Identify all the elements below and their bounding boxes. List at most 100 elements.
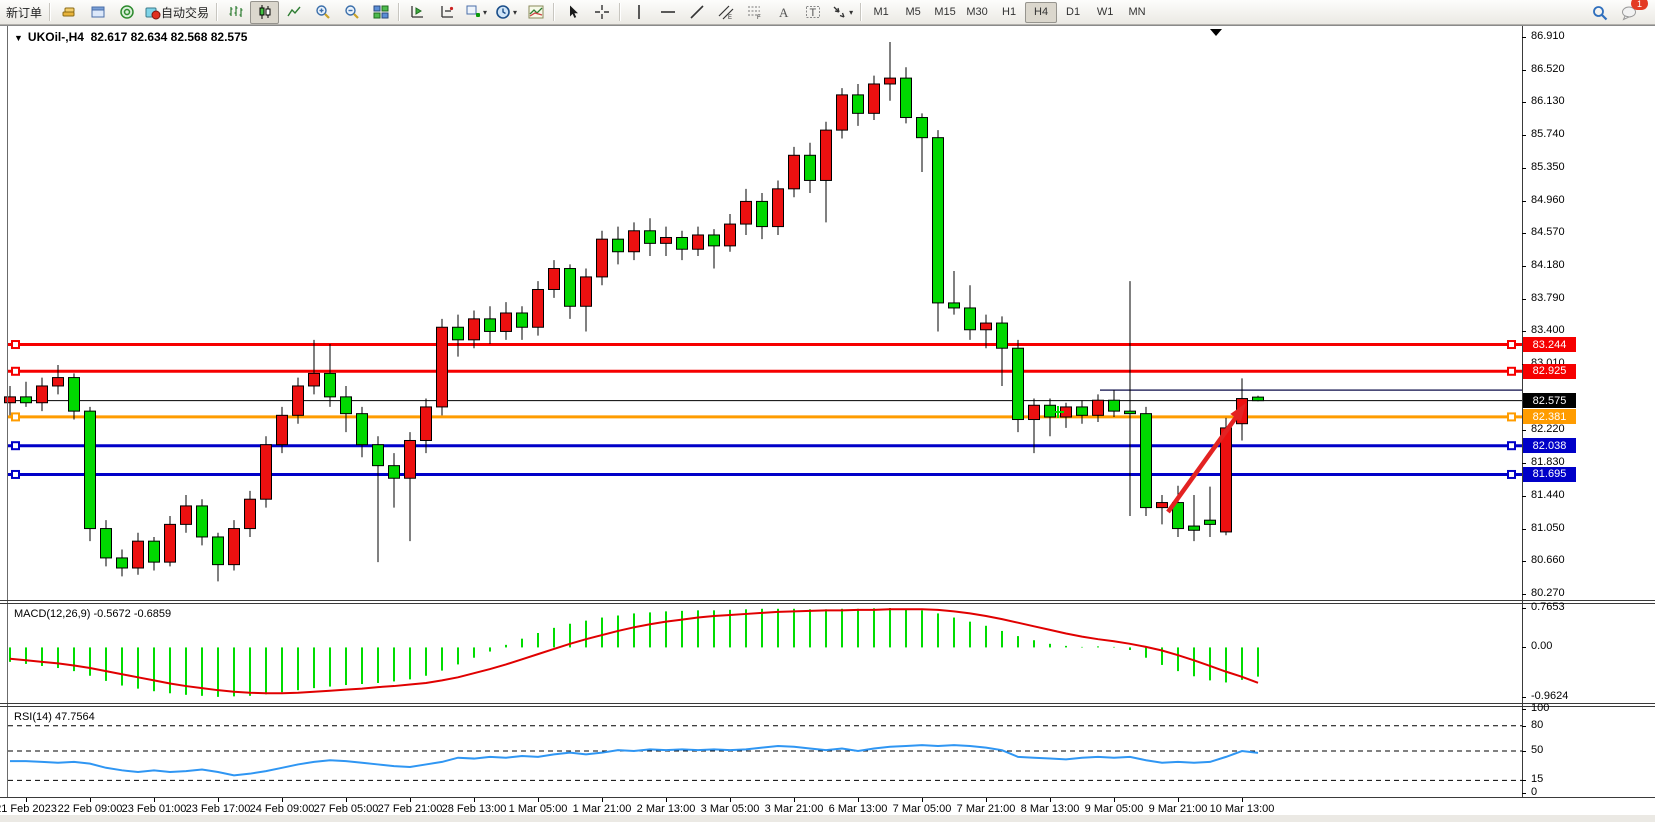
- time-tick: [730, 798, 731, 802]
- timeframe-button-m15[interactable]: M15: [934, 6, 956, 18]
- bar-chart-icon: [229, 6, 243, 17]
- time-tick: [346, 798, 347, 802]
- arrows-tool-button[interactable]: ▾: [827, 1, 857, 24]
- clock-icon: [496, 5, 510, 19]
- timeframe-button-m30[interactable]: M30: [966, 6, 988, 18]
- collapse-triangle-icon[interactable]: ▼: [14, 33, 23, 43]
- cursor-button[interactable]: [558, 1, 587, 24]
- new-order-button[interactable]: 新订单: [6, 5, 43, 20]
- time-tick: [794, 798, 795, 802]
- macd-tick-label: 0.7653: [1531, 601, 1565, 613]
- price-tick: [1522, 233, 1526, 235]
- tile-windows-button[interactable]: [366, 1, 395, 24]
- panel-separator[interactable]: [0, 600, 1655, 601]
- trendline-tool-button[interactable]: [682, 1, 711, 24]
- window-bottom-edge: [0, 815, 1655, 822]
- timeframe-button-mn[interactable]: MN: [1128, 6, 1146, 18]
- timeframe-button-m5[interactable]: M5: [905, 6, 921, 18]
- macd-panel-canvas[interactable]: [0, 604, 1522, 703]
- panel-separator[interactable]: [0, 603, 1655, 604]
- price-tick-label: 83.400: [1531, 324, 1565, 337]
- market-watch-button[interactable]: [54, 1, 83, 24]
- candlestick-chart-button[interactable]: [250, 0, 280, 24]
- rsi-tick-label: 100: [1531, 702, 1550, 714]
- zoom-in-icon: [315, 5, 330, 19]
- time-axis-label: 1 Mar 21:00: [572, 803, 632, 815]
- time-axis-label: 6 Mar 13:00: [828, 803, 888, 815]
- dropdown-caret-icon: ▾: [849, 7, 854, 17]
- time-axis-label: 9 Mar 21:00: [1148, 803, 1208, 815]
- price-tick: [1522, 69, 1526, 71]
- add-indicator-button[interactable]: ▾: [461, 1, 491, 24]
- templates-button[interactable]: [521, 1, 550, 24]
- templates-icon: [528, 5, 544, 19]
- time-axis-label: 22 Feb 09:00: [57, 803, 123, 815]
- data-window-icon: [91, 6, 105, 18]
- timeframe-button-h4[interactable]: H4: [1025, 1, 1058, 23]
- time-axis-label: 7 Mar 05:00: [892, 803, 952, 815]
- price-tick: [1522, 266, 1526, 267]
- time-axis-label: 9 Mar 05:00: [1084, 803, 1144, 815]
- chart-title: ▼ UKOil-,H4 82.617 82.634 82.568 82.575: [14, 30, 247, 44]
- timeframe-button-w1[interactable]: W1: [1096, 6, 1114, 18]
- rsi-tick-label: 50: [1531, 744, 1544, 756]
- price-tick-label: 86.130: [1531, 95, 1565, 108]
- toolbar-separator: [216, 3, 219, 21]
- search-button[interactable]: [1585, 1, 1614, 24]
- crosshair-button[interactable]: [587, 1, 616, 24]
- notifications-button[interactable]: 1: [1614, 0, 1648, 24]
- price-line-badge: 82.381: [1523, 409, 1576, 425]
- price-line-badge: 81.695: [1523, 466, 1576, 482]
- text-label-tool-button[interactable]: T: [798, 1, 827, 24]
- rsi-tick-label: 80: [1531, 718, 1544, 731]
- timeframe-button-h1[interactable]: H1: [1002, 6, 1017, 18]
- fibonacci-tool-button[interactable]: F: [740, 1, 769, 24]
- periods-button[interactable]: ▾: [491, 1, 521, 24]
- price-tick-label: 80.270: [1531, 587, 1565, 599]
- chart-window[interactable]: ▼ UKOil-,H4 82.617 82.634 82.568 82.575 M…: [0, 25, 1655, 822]
- line-chart-button[interactable]: [279, 1, 308, 24]
- auto-trading-label: 自动交易: [161, 5, 210, 20]
- vertical-line-tool-button[interactable]: [624, 1, 653, 24]
- main-chart-canvas[interactable]: [0, 27, 1522, 600]
- navigator-button[interactable]: [112, 1, 141, 24]
- text-tool-button[interactable]: A: [769, 1, 798, 24]
- channel-tool-button[interactable]: E: [711, 1, 740, 24]
- candlestick-chart-icon: [259, 5, 271, 19]
- dropdown-caret-icon: ▾: [513, 7, 518, 17]
- time-tick: [474, 798, 475, 802]
- rsi-panel-canvas[interactable]: [0, 707, 1522, 797]
- dropdown-caret-icon: ▾: [483, 7, 488, 17]
- bar-chart-button[interactable]: [221, 1, 250, 24]
- panel-separator: [0, 797, 1655, 798]
- timeframe-group: M1 M5 M15 M30 H1 H4 D1 W1 MN: [865, 0, 1153, 25]
- zoom-out-button[interactable]: [337, 1, 366, 24]
- time-tick: [90, 798, 91, 802]
- macd-tick: [1522, 647, 1526, 649]
- zoom-out-icon: [344, 5, 359, 19]
- price-axis[interactable]: 86.910 86.520 86.130 85.740 85.350 84.960 84.5…: [1522, 25, 1655, 822]
- trend-arrow-annotation[interactable]: [1166, 403, 1246, 514]
- horizontal-line-tool-button[interactable]: [653, 1, 682, 24]
- chart-shift-button[interactable]: [403, 1, 432, 24]
- timeframe-button-d1[interactable]: D1: [1066, 6, 1081, 18]
- price-tick-label: 84.960: [1531, 193, 1565, 206]
- price-tick: [1522, 167, 1526, 169]
- auto-trading-button[interactable]: 自动交易: [141, 1, 213, 24]
- price-tick: [1522, 528, 1526, 530]
- zoom-in-button[interactable]: [308, 1, 337, 24]
- auto-scroll-button[interactable]: [432, 1, 461, 24]
- price-tick: [1522, 37, 1526, 38]
- time-axis-label: 27 Feb 21:00: [377, 803, 443, 815]
- search-icon: [1592, 5, 1607, 20]
- data-window-button[interactable]: [83, 1, 112, 24]
- panel-separator[interactable]: [0, 706, 1655, 707]
- time-axis-label: 23 Feb 01:00: [121, 803, 187, 815]
- timeframe-button-m1[interactable]: M1: [873, 6, 889, 18]
- price-tick: [1522, 561, 1526, 563]
- fibonacci-icon: F: [747, 6, 761, 20]
- panel-separator[interactable]: [0, 703, 1655, 704]
- horizontal-line-icon: [660, 11, 675, 13]
- svg-text:E: E: [728, 15, 732, 20]
- price-tick: [1522, 200, 1526, 202]
